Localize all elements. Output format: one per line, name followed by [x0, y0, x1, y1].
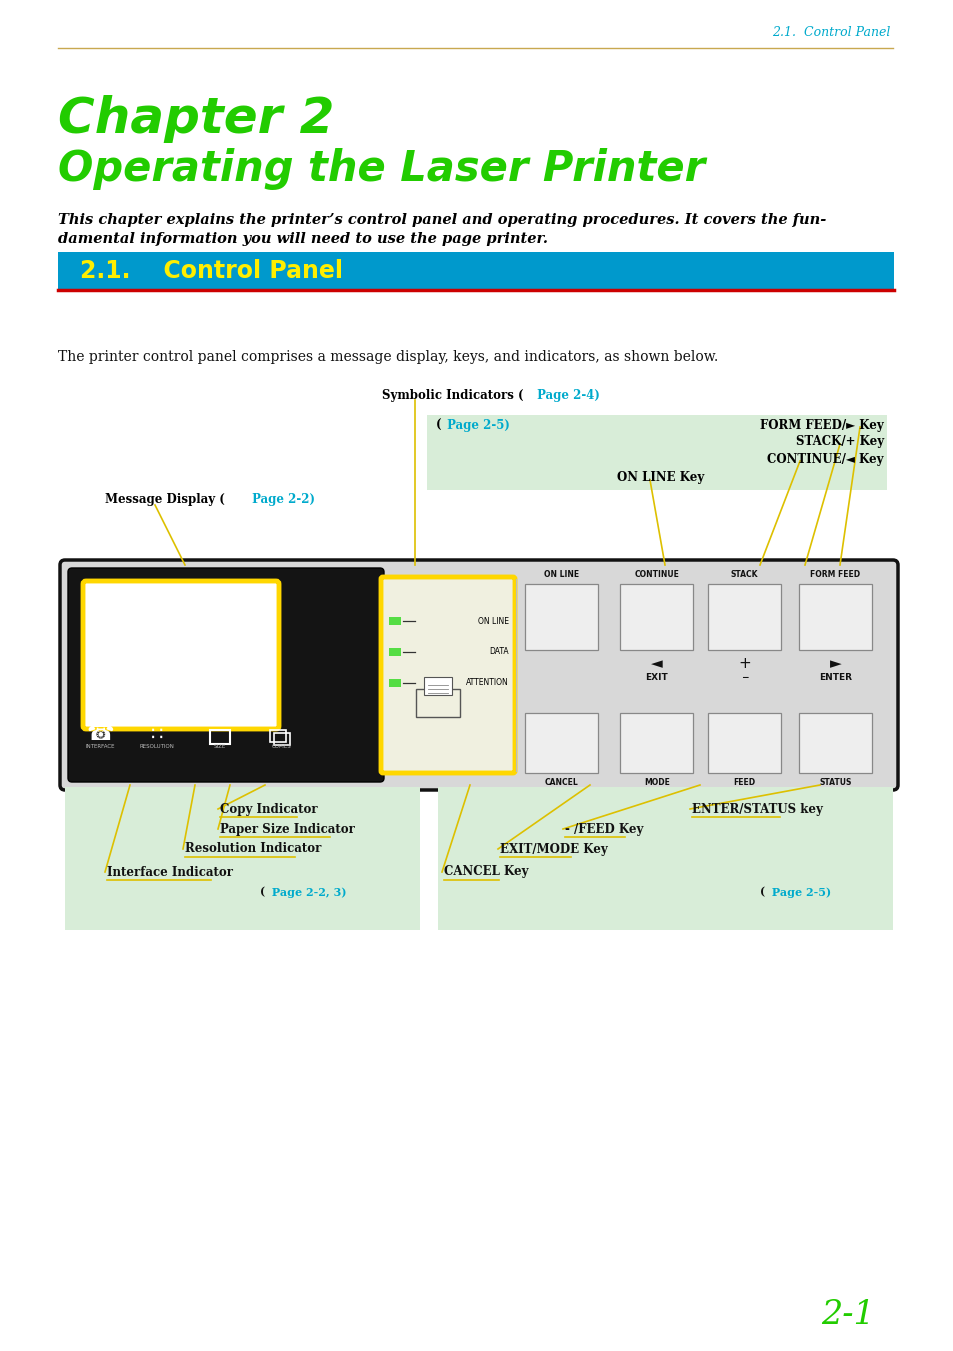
Text: - /FEED Key: - /FEED Key: [564, 823, 642, 835]
Text: Operating the Laser Printer: Operating the Laser Printer: [58, 149, 704, 190]
Text: Page 2-5): Page 2-5): [442, 419, 509, 431]
Text: DATA: DATA: [489, 647, 509, 657]
Text: Chapter 2: Chapter 2: [58, 95, 334, 143]
Text: CANCEL Key: CANCEL Key: [443, 866, 528, 878]
Bar: [619, 584, 693, 650]
Text: ◄: ◄: [650, 657, 662, 671]
Text: The printer control panel comprises a message display, keys, and indicators, as : The printer control panel comprises a me…: [58, 350, 718, 363]
FancyBboxPatch shape: [60, 561, 897, 790]
Text: +: +: [738, 657, 750, 671]
Bar: [525, 713, 598, 773]
Text: STATUS: STATUS: [819, 778, 851, 788]
Text: CONTINUE/◄ Key: CONTINUE/◄ Key: [767, 453, 883, 466]
Text: ENTER/STATUS key: ENTER/STATUS key: [691, 802, 822, 816]
Text: Interface Indicator: Interface Indicator: [107, 866, 233, 878]
FancyBboxPatch shape: [83, 581, 278, 730]
Bar: [270, 730, 286, 742]
Text: CONTINUE: CONTINUE: [634, 570, 679, 580]
Text: Paper Size Indicator: Paper Size Indicator: [220, 823, 355, 835]
Bar: [707, 713, 780, 773]
Text: ON LINE Key: ON LINE Key: [617, 470, 703, 484]
Text: CANCEL: CANCEL: [544, 778, 578, 788]
Text: Resolution Indicator: Resolution Indicator: [185, 843, 321, 855]
Text: Page 2-2, 3): Page 2-2, 3): [268, 886, 346, 897]
Text: INTERFACE: INTERFACE: [85, 743, 114, 748]
Text: ☎: ☎: [86, 724, 113, 744]
Text: RESOLUTION: RESOLUTION: [139, 743, 174, 748]
FancyBboxPatch shape: [68, 567, 384, 782]
Bar: [389, 678, 400, 686]
Text: STACK/+ Key: STACK/+ Key: [795, 435, 883, 449]
Text: 2.1.  Control Panel: 2.1. Control Panel: [771, 27, 889, 39]
Bar: [65, 788, 419, 929]
Text: EXIT: EXIT: [644, 673, 667, 682]
Text: ON LINE: ON LINE: [543, 570, 578, 580]
Text: MODE: MODE: [643, 778, 669, 788]
Text: (: (: [436, 419, 441, 431]
Text: Page 2-4): Page 2-4): [533, 389, 599, 401]
Text: ON LINE: ON LINE: [477, 617, 509, 626]
Text: COPIES: COPIES: [272, 743, 292, 748]
Text: 2-1: 2-1: [821, 1300, 874, 1331]
Bar: [799, 584, 871, 650]
Bar: [423, 677, 451, 696]
Text: FORM FEED: FORM FEED: [810, 570, 860, 580]
Bar: [210, 730, 230, 744]
Text: (: (: [760, 886, 764, 897]
Text: Page 2-2): Page 2-2): [248, 493, 314, 507]
Text: STACK: STACK: [730, 570, 758, 580]
Text: SIZE: SIZE: [213, 743, 226, 748]
Bar: [416, 689, 459, 717]
Text: (: (: [260, 886, 265, 897]
Text: Page 2-5): Page 2-5): [767, 886, 830, 897]
Text: damental information you will need to use the page printer.: damental information you will need to us…: [58, 232, 547, 246]
Text: ENTER: ENTER: [819, 673, 851, 682]
Text: EXIT/MODE Key: EXIT/MODE Key: [499, 843, 607, 855]
Text: This chapter explains the printer’s control panel and operating procedures. It c: This chapter explains the printer’s cont…: [58, 213, 825, 227]
Bar: [619, 713, 693, 773]
Bar: [389, 648, 400, 657]
FancyBboxPatch shape: [380, 577, 515, 773]
Bar: [427, 415, 886, 490]
Bar: [58, 253, 893, 290]
Text: 2.1.    Control Panel: 2.1. Control Panel: [80, 259, 343, 282]
Text: Copy Indicator: Copy Indicator: [220, 802, 317, 816]
Text: Message Display (: Message Display (: [105, 493, 225, 507]
Text: ►: ►: [829, 657, 841, 671]
Text: ∷: ∷: [151, 724, 163, 743]
Text: ATTENTION: ATTENTION: [466, 678, 509, 688]
Bar: [799, 713, 871, 773]
Bar: [707, 584, 780, 650]
Text: FORM FEED/► Key: FORM FEED/► Key: [760, 419, 883, 431]
Text: −: −: [740, 673, 747, 682]
Bar: [437, 788, 892, 929]
Text: Symbolic Indicators (: Symbolic Indicators (: [381, 389, 523, 401]
Bar: [525, 584, 598, 650]
Text: FEED: FEED: [733, 778, 755, 788]
Bar: [389, 617, 400, 626]
Bar: [274, 734, 290, 744]
